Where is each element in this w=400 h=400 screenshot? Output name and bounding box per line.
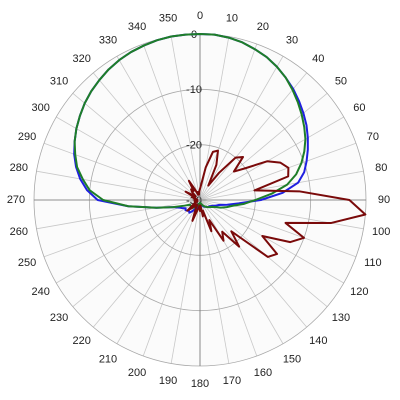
spoke <box>199 199 357 258</box>
spoke <box>199 199 344 284</box>
angle-label: 220 <box>73 335 91 347</box>
angle-label: 110 <box>364 257 382 269</box>
angle-label: 280 <box>10 162 28 174</box>
spoke <box>199 43 258 201</box>
angle-label: 340 <box>128 21 146 33</box>
spoke <box>72 92 201 201</box>
angle-label: 320 <box>73 53 91 65</box>
angle-label: 190 <box>159 375 177 387</box>
angle-label: 80 <box>375 162 387 174</box>
angle-label: 260 <box>10 226 28 238</box>
spoke <box>170 199 201 364</box>
angle-label: 270 <box>7 194 25 206</box>
spoke <box>116 199 201 344</box>
angle-label: 200 <box>128 367 146 379</box>
angle-label: 350 <box>159 13 177 25</box>
spoke <box>199 92 328 201</box>
angle-label: 60 <box>353 102 365 114</box>
spoke <box>170 36 201 201</box>
angle-label: 300 <box>31 102 49 114</box>
spoke <box>56 116 201 201</box>
spoke <box>36 199 201 230</box>
angle-label: 20 <box>257 21 269 33</box>
spoke <box>199 116 344 201</box>
spoke <box>199 199 284 344</box>
spoke <box>199 142 357 201</box>
spoke <box>72 199 201 308</box>
r-tick-label: -10 <box>186 84 202 96</box>
spoke <box>92 72 201 201</box>
r-tick-label: -20 <box>186 140 202 152</box>
spoke <box>56 199 201 284</box>
pattern-line <box>73 33 307 209</box>
spoke <box>36 170 201 201</box>
angle-label: 50 <box>335 76 347 88</box>
spoke <box>116 56 201 201</box>
angle-label: 140 <box>309 335 327 347</box>
angle-label: 230 <box>50 312 68 324</box>
angle-label: 0 <box>197 10 203 22</box>
angle-label: 170 <box>223 375 241 387</box>
angle-label: 290 <box>18 131 36 143</box>
angle-label: 210 <box>99 353 117 365</box>
angle-label: 250 <box>18 257 36 269</box>
angle-label: 150 <box>283 353 301 365</box>
spoke <box>199 72 308 201</box>
spoke <box>199 170 364 201</box>
pattern-line <box>184 149 367 258</box>
angle-label: 10 <box>226 13 238 25</box>
angle-label: 40 <box>312 53 324 65</box>
angle-label: 30 <box>286 35 298 47</box>
angle-label: 310 <box>50 76 68 88</box>
spoke <box>142 43 201 201</box>
spoke <box>199 56 284 201</box>
spoke <box>43 199 201 258</box>
spoke <box>199 199 308 328</box>
angle-label: 240 <box>31 286 49 298</box>
angle-label: 160 <box>254 367 272 379</box>
angle-label: 120 <box>350 286 368 298</box>
angle-label: 180 <box>191 378 209 390</box>
angle-label: 330 <box>99 35 117 47</box>
angle-label: 130 <box>332 312 350 324</box>
spoke <box>199 199 230 364</box>
spoke <box>142 199 201 357</box>
spoke <box>43 142 201 201</box>
angle-label: 100 <box>372 226 390 238</box>
angle-label: 90 <box>378 194 390 206</box>
angle-label: 70 <box>367 131 379 143</box>
spoke <box>92 199 201 328</box>
